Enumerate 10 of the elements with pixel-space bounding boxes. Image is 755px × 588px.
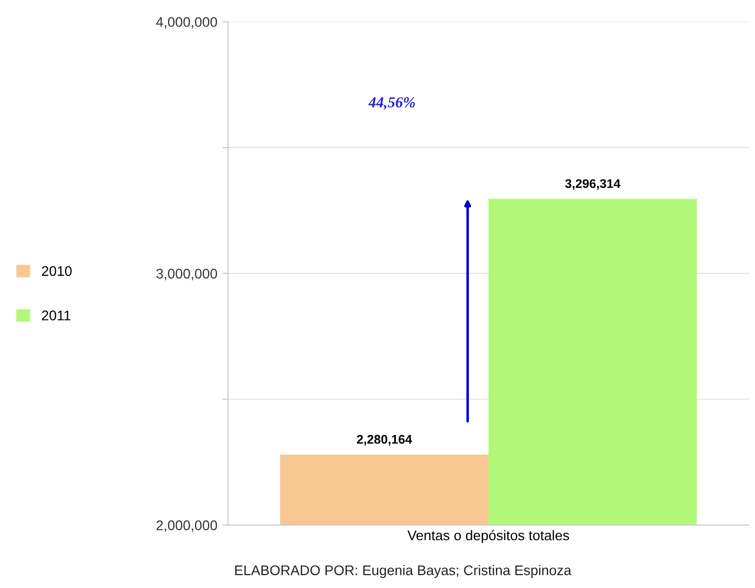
y-tick-label: 3,000,000 [156, 268, 218, 280]
data-label: 2,280,164 [356, 434, 412, 446]
legend-label: 2010 [42, 266, 72, 276]
legend-label: 2011 [42, 310, 70, 320]
y-tick-label: 2,000,000 [156, 520, 218, 532]
data-label: 3,296,314 [565, 179, 620, 190]
y-tick-label: 4,000,000 [156, 17, 218, 29]
annotation: 44,56% [368, 97, 415, 110]
x-tick-label: Ventas o depósitos totales [407, 530, 570, 544]
text: ELABORADO POR: Eugenia Bayas; Cristina Espinoza [235, 565, 572, 578]
